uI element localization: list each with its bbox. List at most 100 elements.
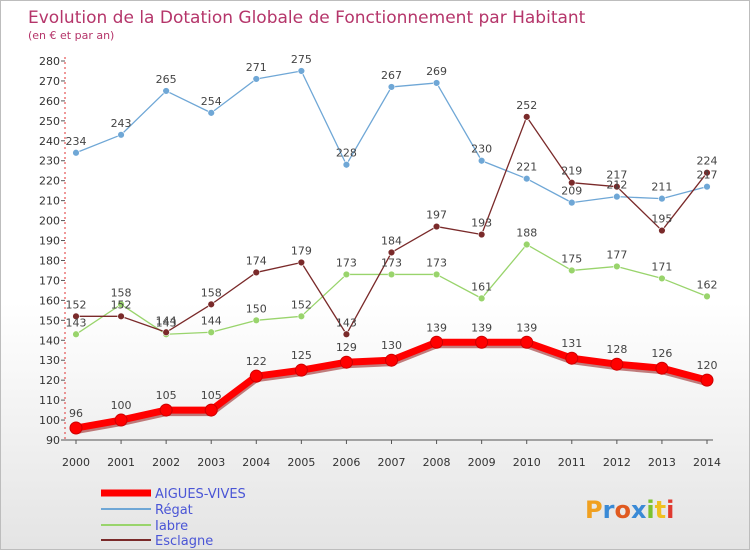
data-label: 128 <box>606 343 627 356</box>
data-point <box>700 373 714 387</box>
data-label: 150 <box>246 302 267 315</box>
data-label: 252 <box>516 99 537 112</box>
data-point <box>432 79 441 87</box>
data-point <box>565 351 579 365</box>
data-point <box>297 67 306 75</box>
logo-letter: i <box>666 496 674 524</box>
data-label: 271 <box>246 61 267 74</box>
y-tick-label: 140 <box>39 334 60 347</box>
data-label: 269 <box>426 65 447 78</box>
data-point <box>342 161 351 169</box>
data-point <box>703 169 711 177</box>
y-tick-label: 250 <box>39 115 60 128</box>
data-label: 212 <box>606 179 627 192</box>
data-label: 173 <box>426 256 447 269</box>
data-label: 265 <box>156 73 177 86</box>
data-point <box>658 194 666 203</box>
y-tick-label: 160 <box>39 294 60 307</box>
x-tick-label: 2013 <box>648 456 676 469</box>
logo-letter: P <box>585 496 603 524</box>
data-point <box>69 421 83 435</box>
x-tick-label: 2007 <box>378 456 406 469</box>
data-label: 139 <box>516 321 537 334</box>
data-label: 105 <box>156 389 177 402</box>
x-tick-label: 2012 <box>603 456 631 469</box>
proxiti-logo: Proxiti <box>585 496 674 524</box>
data-label: 152 <box>111 298 132 311</box>
data-point <box>114 413 128 427</box>
data-label: 173 <box>381 256 402 269</box>
data-point <box>387 248 396 257</box>
data-point <box>294 363 308 377</box>
data-point <box>159 403 173 417</box>
data-point <box>72 149 80 157</box>
data-label: 175 <box>561 252 582 265</box>
data-label: 275 <box>291 53 312 66</box>
data-label: 126 <box>651 347 672 360</box>
y-tick-label: 260 <box>39 95 60 108</box>
data-label: 267 <box>381 69 402 82</box>
y-tick-label: 190 <box>39 235 60 248</box>
y-tick-label: 210 <box>39 195 60 208</box>
data-point <box>249 369 263 383</box>
legend-label: Régat <box>155 503 193 518</box>
data-point <box>432 222 441 231</box>
x-tick-label: 2011 <box>558 456 586 469</box>
data-label: 120 <box>697 359 718 372</box>
y-tick-label: 100 <box>39 414 60 427</box>
data-point <box>207 328 215 336</box>
data-label: 162 <box>697 278 718 291</box>
data-point <box>475 335 489 349</box>
data-point <box>117 131 125 139</box>
data-point <box>613 262 621 271</box>
data-point <box>297 258 306 267</box>
logo-letter: o <box>614 496 631 524</box>
y-tick-label: 170 <box>39 274 60 287</box>
data-point <box>523 240 531 249</box>
data-label: 188 <box>516 227 537 240</box>
data-point <box>658 274 666 283</box>
data-point <box>658 226 666 235</box>
y-tick-label: 270 <box>39 75 60 88</box>
data-label: 152 <box>66 298 87 311</box>
data-label: 197 <box>426 209 447 222</box>
data-point <box>72 330 80 338</box>
data-point <box>568 178 576 187</box>
y-tick-label: 130 <box>39 354 60 367</box>
data-label: 219 <box>561 165 582 178</box>
data-label: 158 <box>111 286 132 299</box>
x-tick-label: 2003 <box>197 456 225 469</box>
data-label: 254 <box>201 95 222 108</box>
x-tick-label: 2001 <box>107 456 135 469</box>
data-point <box>523 174 531 183</box>
data-label: 184 <box>381 234 402 247</box>
data-point <box>252 316 260 325</box>
x-tick-label: 2009 <box>468 456 496 469</box>
data-label: 143 <box>156 316 177 329</box>
data-label: 211 <box>651 181 672 194</box>
data-point <box>568 266 576 275</box>
data-label: 230 <box>471 143 492 156</box>
y-tick-label: 220 <box>39 175 60 188</box>
data-label: 143 <box>336 316 357 329</box>
x-tick-label: 2010 <box>513 456 541 469</box>
logo-letter: i <box>646 496 654 524</box>
data-point <box>297 312 306 321</box>
data-point <box>523 113 531 121</box>
data-point <box>655 361 669 375</box>
y-tick-label: 280 <box>39 55 60 68</box>
data-point <box>342 330 351 338</box>
data-label: 177 <box>606 248 627 261</box>
data-label: 179 <box>291 244 312 257</box>
legend-label: AIGUES-VIVES <box>155 487 246 502</box>
data-point <box>207 300 215 309</box>
data-label: 131 <box>561 337 582 350</box>
y-tick-label: 90 <box>46 434 60 447</box>
data-label: 105 <box>201 389 222 402</box>
data-label: 144 <box>156 314 177 327</box>
data-label: 193 <box>471 217 492 230</box>
data-point <box>162 328 170 336</box>
